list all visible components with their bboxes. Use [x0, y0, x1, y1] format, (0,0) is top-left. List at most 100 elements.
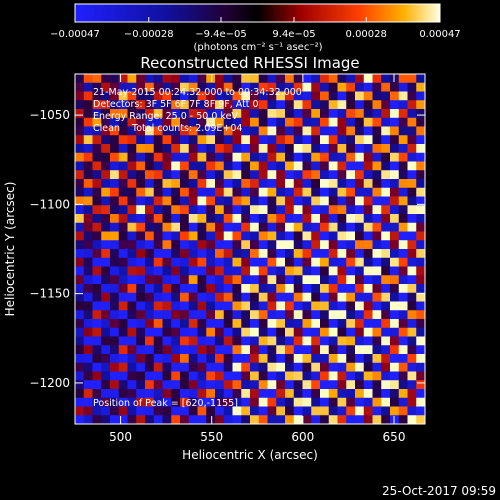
heatmap-cell: [407, 257, 417, 267]
heatmap-cell: [153, 380, 163, 390]
heatmap-cell: [197, 205, 207, 215]
heatmap-cell: [118, 100, 128, 110]
heatmap-cell: [267, 91, 277, 101]
heatmap-cell: [197, 389, 207, 399]
heatmap-cell: [250, 266, 260, 276]
heatmap-cell: [328, 144, 338, 154]
heatmap-cell: [267, 389, 277, 399]
heatmap-cell: [171, 82, 181, 92]
heatmap-cell: [285, 345, 295, 355]
heatmap-cell: [372, 397, 382, 407]
heatmap-cell: [162, 319, 172, 329]
heatmap-cell: [381, 362, 391, 372]
heatmap-cell: [372, 117, 382, 127]
heatmap-cell: [223, 135, 233, 145]
colorbar: [74, 3, 441, 23]
heatmap-cell: [407, 406, 417, 416]
heatmap-cell: [258, 82, 268, 92]
heatmap-cell: [372, 415, 382, 424]
heatmap-cell: [250, 362, 260, 372]
heatmap-cell: [416, 336, 425, 346]
heatmap-cell: [83, 310, 93, 320]
heatmap-cell: [311, 397, 321, 407]
heatmap-cell: [127, 266, 137, 276]
heatmap-cell: [320, 336, 330, 346]
heatmap-cell: [232, 319, 242, 329]
heatmap-cell: [285, 152, 295, 162]
heatmap-cell: [302, 144, 312, 154]
heatmap-cell: [215, 397, 225, 407]
heatmap-cell: [232, 354, 242, 364]
heatmap-cell: [162, 161, 172, 171]
heatmap-cell: [363, 240, 373, 250]
heatmap-cell: [206, 345, 216, 355]
heatmap-cell: [346, 100, 356, 110]
heatmap-cell: [416, 327, 425, 337]
heatmap-cell: [92, 310, 102, 320]
heatmap-cell: [153, 196, 163, 206]
heatmap-cell: [180, 126, 190, 136]
heatmap-cell: [355, 196, 365, 206]
heatmap-cell: [337, 240, 347, 250]
heatmap-cell: [75, 327, 85, 337]
heatmap-cell: [355, 389, 365, 399]
heatmap-cell: [232, 196, 242, 206]
heatmap-cell: [215, 275, 225, 285]
heatmap-cell: [197, 362, 207, 372]
heatmap-cell: [241, 327, 251, 337]
heatmap-cell: [223, 415, 233, 424]
heatmap-cell: [180, 371, 190, 381]
heatmap-cell: [101, 310, 111, 320]
heatmap-cell: [215, 74, 225, 84]
heatmap-cell: [293, 327, 303, 337]
heatmap-cell: [372, 135, 382, 145]
heatmap-cell: [180, 179, 190, 189]
heatmap-cell: [215, 327, 225, 337]
heatmap-cell: [83, 319, 93, 329]
heatmap-cell: [145, 345, 155, 355]
heatmap-cell: [346, 152, 356, 162]
heatmap-cell: [75, 249, 85, 259]
heatmap-cell: [171, 362, 181, 372]
heatmap-cell: [328, 196, 338, 206]
heatmap-cell: [223, 100, 233, 110]
heatmap-cell: [180, 170, 190, 180]
heatmap-cell: [127, 74, 137, 84]
heatmap-cell: [372, 319, 382, 329]
heatmap-cell: [328, 371, 338, 381]
heatmap-cell: [127, 275, 137, 285]
heatmap-cell: [92, 301, 102, 311]
heatmap-cell: [381, 292, 391, 302]
heatmap-cell: [320, 231, 330, 241]
heatmap-cell: [390, 117, 400, 127]
heatmap-cell: [153, 231, 163, 241]
heatmap-cell: [328, 109, 338, 119]
heatmap-cell: [302, 249, 312, 259]
heatmap-cell: [127, 362, 137, 372]
heatmap-cell: [337, 354, 347, 364]
heatmap-cell: [171, 231, 181, 241]
heatmap-cell: [398, 389, 408, 399]
heatmap-cell: [258, 126, 268, 136]
heatmap-cell: [92, 187, 102, 197]
heatmap-cell: [267, 310, 277, 320]
heatmap-cell: [92, 161, 102, 171]
heatmap-cell: [390, 135, 400, 145]
heatmap-cell: [328, 284, 338, 294]
heatmap-cell: [92, 135, 102, 145]
heatmap-cell: [162, 187, 172, 197]
heatmap-cell: [337, 126, 347, 136]
heatmap-cell: [197, 135, 207, 145]
y-tick-label: −1150: [29, 287, 70, 301]
heatmap-cell: [83, 231, 93, 241]
heatmap-cell: [311, 284, 321, 294]
heatmap-cell: [381, 179, 391, 189]
heatmap-cell: [293, 389, 303, 399]
heatmap-cell: [118, 135, 128, 145]
heatmap-cell: [267, 397, 277, 407]
heatmap-cell: [215, 82, 225, 92]
heatmap-cell: [232, 336, 242, 346]
heatmap-cell: [232, 231, 242, 241]
heatmap-cell: [390, 152, 400, 162]
heatmap-cell: [398, 91, 408, 101]
